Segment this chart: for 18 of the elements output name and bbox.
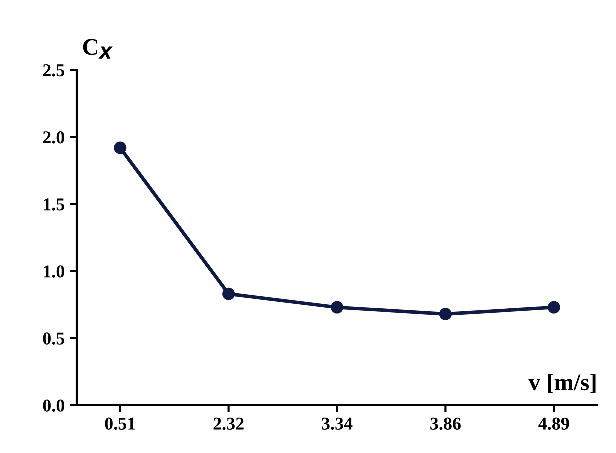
point bbox=[222, 288, 236, 300]
x-tick-label: 0.51 bbox=[105, 418, 136, 430]
x-tick-label: 2.32 bbox=[214, 418, 244, 430]
point bbox=[114, 142, 127, 154]
x-tick-label: 3.34 bbox=[322, 418, 353, 430]
y-tick-label: 2.0 bbox=[43, 132, 65, 144]
point bbox=[548, 301, 560, 314]
y-axis-title: C$_{X}$ bbox=[83, 39, 113, 59]
y-tick-label: 1.0 bbox=[44, 266, 65, 278]
x-tick-label: 4.89 bbox=[538, 418, 570, 430]
y-tick-label: 1.5 bbox=[44, 198, 65, 211]
x-axis-title: v [m/s] bbox=[528, 374, 596, 394]
point bbox=[439, 308, 452, 321]
y-tick-label: 2.5 bbox=[43, 64, 65, 77]
point bbox=[331, 301, 344, 314]
x-tick-label: 3.86 bbox=[430, 418, 461, 430]
y-tick-label: 0.0 bbox=[43, 400, 65, 412]
y-tick-label: 0.5 bbox=[43, 332, 65, 345]
